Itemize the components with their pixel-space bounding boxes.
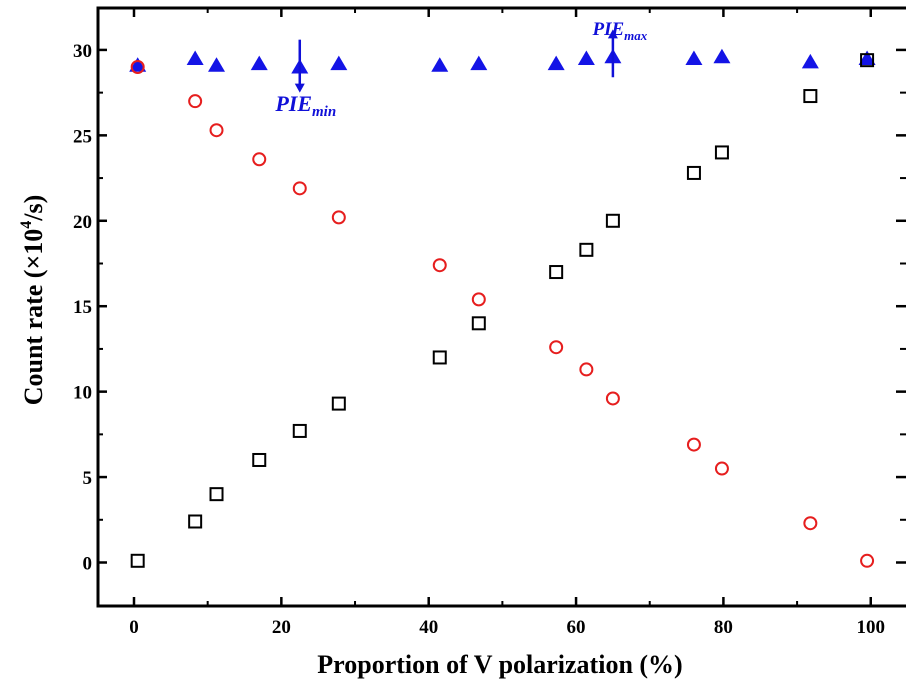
x-tick-label: 40 xyxy=(419,617,438,638)
circle-point xyxy=(188,94,203,109)
circle-point xyxy=(471,292,486,307)
plot-frame xyxy=(96,6,906,608)
x-tick-label: 20 xyxy=(272,617,291,638)
square-point xyxy=(209,487,224,502)
square-point xyxy=(549,265,564,280)
circle-point xyxy=(860,553,875,568)
circle-point xyxy=(549,340,564,355)
y-axis-title-exponent: 4 xyxy=(18,221,35,229)
square-point xyxy=(292,423,307,438)
y-tick-label: 0 xyxy=(83,554,93,575)
circle-point xyxy=(292,181,307,196)
square-point xyxy=(252,452,267,467)
y-tick-label: 15 xyxy=(73,297,92,318)
square-point xyxy=(714,145,729,160)
y-tick-label: 20 xyxy=(73,212,92,233)
y-tick-label: 25 xyxy=(73,126,92,147)
square-point xyxy=(803,89,818,104)
triangle-point xyxy=(470,55,488,71)
x-tick-label: 0 xyxy=(129,617,139,638)
triangle-point xyxy=(129,57,147,72)
circle-point xyxy=(605,391,620,406)
square-point xyxy=(432,350,447,365)
triangle-point xyxy=(547,55,565,71)
data-markers xyxy=(129,48,876,568)
y-axis-title-main: Count rate (×10 xyxy=(19,229,48,406)
annotation-arrow-head xyxy=(294,83,305,93)
circle-point xyxy=(803,516,818,531)
triangle-point xyxy=(431,57,449,72)
tick-labels: 0 20 40 60 80 100 0 5 10 15 20 25 30 xyxy=(73,41,885,638)
circle-point xyxy=(714,461,729,476)
square-point xyxy=(331,396,346,411)
circle-point xyxy=(209,123,224,138)
triangle-point xyxy=(250,55,268,71)
y-tick-label: 10 xyxy=(73,383,92,404)
triangle-point xyxy=(801,53,819,69)
square-point xyxy=(579,242,594,257)
x-axis-title: Proportion of V polarization (%) xyxy=(317,650,682,679)
triangle-point xyxy=(858,50,876,65)
triangle-point xyxy=(577,50,595,65)
triangle-point xyxy=(330,55,348,71)
circle-point xyxy=(130,60,145,75)
annotation-arrow-head xyxy=(607,29,618,39)
square-point xyxy=(686,165,701,180)
annotation-base: PIE xyxy=(591,19,624,40)
triangle-point xyxy=(186,50,204,65)
circle-point xyxy=(579,362,594,377)
square-point xyxy=(605,213,620,228)
circle-point xyxy=(331,210,346,225)
square-point xyxy=(860,53,875,68)
square-point xyxy=(188,514,203,529)
x-tick-label: 80 xyxy=(714,617,733,638)
annotation-max: PIEmax xyxy=(591,19,647,43)
x-tick-label: 100 xyxy=(857,617,886,638)
circle-point xyxy=(252,152,267,167)
annotation-subscript: min xyxy=(312,104,336,120)
circle-point xyxy=(432,258,447,273)
annotation-base: PIE xyxy=(274,91,312,116)
square-point xyxy=(130,553,145,568)
annotation-subscript: max xyxy=(624,28,648,43)
square-point xyxy=(471,316,486,331)
triangle-point xyxy=(713,48,731,64)
y-tick-label: 30 xyxy=(73,41,92,62)
triangle-point xyxy=(685,50,703,65)
circle-point xyxy=(686,437,701,452)
x-tick-label: 60 xyxy=(567,617,586,638)
y-axis-title-unit: /s) xyxy=(19,195,48,222)
triangle-point xyxy=(208,57,226,72)
axis-ticks xyxy=(98,8,906,606)
y-axis-title: Count rate (×104/s) xyxy=(18,195,48,406)
annotation-min: PIEmin xyxy=(274,91,336,120)
y-tick-label: 5 xyxy=(83,468,93,489)
